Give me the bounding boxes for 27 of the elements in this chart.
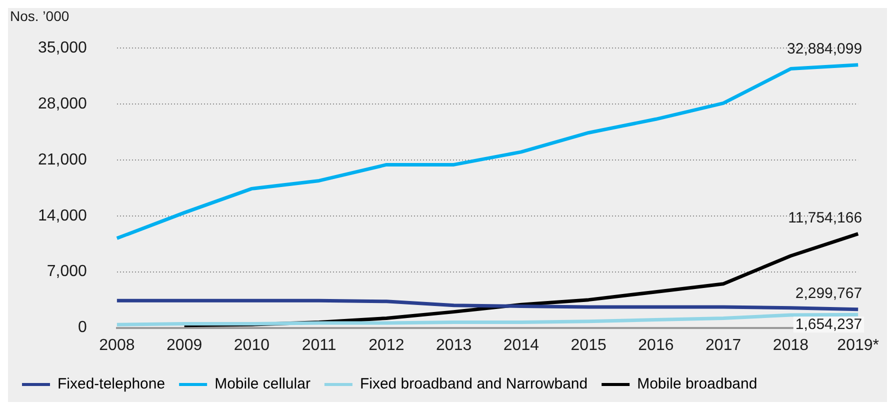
y-tick-label: 7,000 <box>46 263 88 280</box>
x-tick-label: 2014 <box>503 336 540 354</box>
legend-label: Fixed broadband and Narrowband <box>360 376 588 393</box>
x-tick-label: 2018 <box>772 336 809 354</box>
x-tick-label: 2009 <box>166 336 202 354</box>
y-tick-label: 0 <box>78 319 88 336</box>
x-tick-label: 2008 <box>99 336 135 354</box>
y-tick-label: 21,000 <box>38 151 88 168</box>
x-tick-label: 2011 <box>302 336 336 354</box>
legend-label: Mobile cellular <box>214 376 310 393</box>
annotation: 1,654,237 <box>795 316 862 334</box>
annotation: 11,754,166 <box>788 209 862 226</box>
y-axis-title: Nos. ’000 <box>10 8 70 24</box>
annotation: 2,299,767 <box>795 285 862 302</box>
x-tick-label: 2016 <box>638 336 674 354</box>
x-tick-label: 2017 <box>706 336 742 354</box>
legend-label: Mobile broadband <box>637 376 758 393</box>
legend-label: Fixed-telephone <box>58 376 166 393</box>
x-tick-label: 2010 <box>234 336 270 354</box>
x-tick-label: 2013 <box>436 336 472 354</box>
y-tick-label: 28,000 <box>38 95 88 112</box>
x-tick-label: 2015 <box>570 336 606 354</box>
annotation: 32,884,099 <box>787 40 862 58</box>
y-tick-label: 35,000 <box>38 39 88 56</box>
x-tick-label: 2012 <box>368 336 404 354</box>
y-tick-label: 14,000 <box>38 207 88 224</box>
x-tick-label: 2019* <box>837 336 880 354</box>
